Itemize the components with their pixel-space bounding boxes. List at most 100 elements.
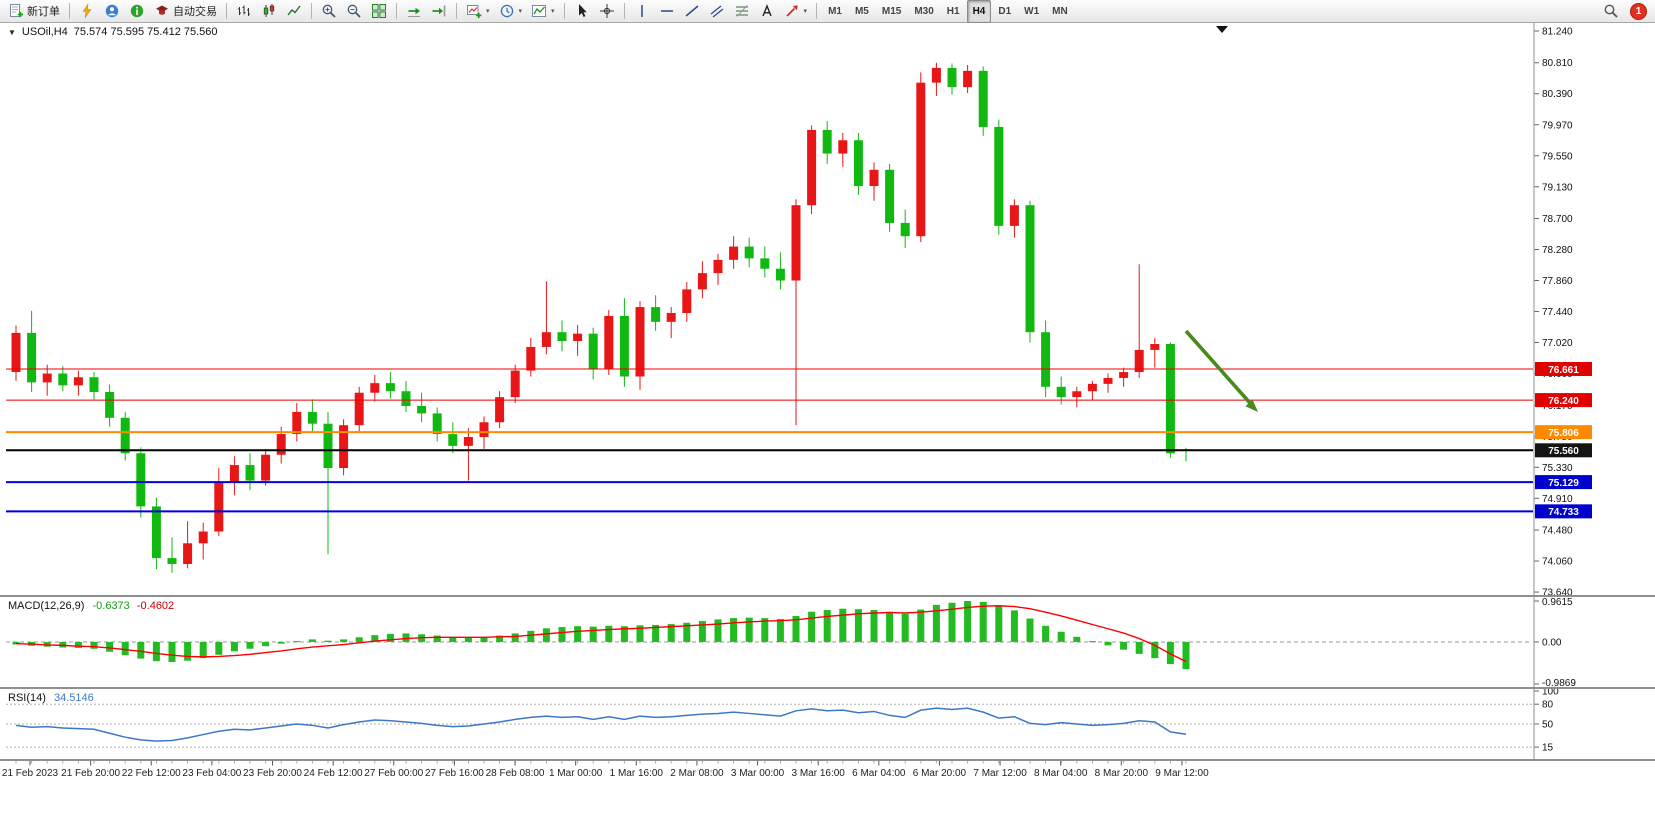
svg-text:75.330: 75.330 [1542,463,1573,474]
time-axis[interactable]: 21 Feb 2023 21 Feb 20:00 22 Feb 12:00 23 Fe… [2,761,1209,779]
time-axis-label: 9 Mar 12:00 [1155,768,1209,779]
quick-trade-button[interactable] [75,0,99,23]
svg-text:77.440: 77.440 [1542,307,1573,318]
new-order-button-label: 新订单 [27,6,60,18]
dropdown-caret-icon: ▾ [486,7,490,15]
trend-arrow-annotation[interactable] [1184,329,1258,412]
timeframe-button-D1[interactable]: D1 [998,5,1012,17]
zoom-in-button[interactable] [317,0,341,23]
svg-text:73.640: 73.640 [1542,588,1573,599]
toolbar-separator [623,3,625,19]
cursor-icon [574,3,590,19]
timeframe-button-M30[interactable]: M30 [914,5,934,17]
vertical-line-button[interactable] [630,0,654,23]
notification-badge[interactable]: 1 [1630,2,1647,20]
time-axis-label: 27 Feb 16:00 [425,768,484,779]
bar-chart-button[interactable] [232,0,256,23]
svg-text:79.970: 79.970 [1542,120,1573,131]
toolbar-separator [563,3,565,19]
time-axis-label: 1 Mar 00:00 [549,768,603,779]
equidistant-channel-button[interactable] [705,0,729,23]
chart-canvas[interactable]: 81.240 80.810 80.390 79.970 79.550 79.130 78.7… [0,23,1655,826]
new-order-icon [8,3,24,19]
svg-text:76.240: 76.240 [1548,396,1579,407]
bars-icon [236,3,252,19]
svg-text:79.550: 79.550 [1542,151,1573,162]
svg-text:79.130: 79.130 [1542,182,1573,193]
timeframe-button-W1[interactable]: W1 [1024,5,1040,17]
text-icon [759,3,775,19]
line-chart-button[interactable] [282,0,306,23]
time-axis-label: 27 Feb 00:00 [364,768,423,779]
new-order-button[interactable]: 新订单 [4,0,64,23]
news-button[interactable] [125,0,149,23]
timeframe-button-H1[interactable]: H1 [946,5,960,17]
candlestick-chart-button[interactable] [257,0,281,23]
channel-icon [709,3,725,19]
svg-text:75.806: 75.806 [1548,428,1579,439]
toolbar-separator [816,3,818,19]
svg-text:15: 15 [1542,743,1554,754]
svg-text:100: 100 [1542,687,1559,698]
svg-text:77.860: 77.860 [1542,276,1573,287]
crosshair-button[interactable] [595,0,619,23]
svg-text:-0.9869: -0.9869 [1542,678,1576,689]
svg-text:80.810: 80.810 [1542,58,1573,69]
fibonacci-button[interactable] [730,0,754,23]
current-bar-marker[interactable] [1216,26,1228,33]
search-button[interactable] [1599,0,1623,23]
time-axis-label: 8 Mar 20:00 [1095,768,1149,779]
arrows-button[interactable]: ▾ [780,0,812,23]
price-badge-76.661 [1535,362,1592,377]
auto-scroll-button[interactable] [402,0,426,23]
timeframe-button-MN[interactable]: MN [1052,5,1068,17]
autotrading-button[interactable]: 自动交易 [150,0,221,23]
svg-text:0.9615: 0.9615 [1542,597,1573,608]
chart-plot-area[interactable] [0,23,1534,760]
timeframe-button-H4[interactable]: H4 [966,0,992,23]
time-axis-label: 23 Feb 04:00 [182,768,241,779]
toolbar: 新订单 自动交易 ▾ ▾ ▾ ▾ M1 M5 M15 M30 H1 H4 D1 W1 MN 1 [0,0,1655,23]
price-axis[interactable] [1534,23,1655,760]
toolbar-buttons-group: 新订单 自动交易 ▾ ▾ ▾ ▾ M1 M5 M15 M30 H1 H4 D1 W1 MN [4,0,1074,23]
svg-text:75.129: 75.129 [1548,478,1579,489]
macd-panel: 0.9615 0.00 -0.9869 [6,597,1576,689]
time-axis-label: 22 Feb 12:00 [122,768,181,779]
rsi-line [15,707,1187,742]
one-click-expander-icon[interactable]: ▼ [8,27,16,37]
text-label-button[interactable] [755,0,779,23]
time-axis-label: 6 Mar 20:00 [913,768,967,779]
zoom-in-icon [321,3,337,19]
time-axis-label: 24 Feb 12:00 [304,768,363,779]
timeframe-button-M15[interactable]: M15 [881,5,902,17]
tile-windows-button[interactable] [367,0,391,23]
zoom-out-button[interactable] [342,0,366,23]
toolbar-separator [311,3,312,19]
trendline-button[interactable] [680,0,704,23]
lightning-icon [79,3,95,19]
fibo-icon [734,3,750,19]
chart-shift-button[interactable] [427,0,451,23]
time-axis-label: 21 Feb 20:00 [61,768,120,779]
price-badge-75.806 [1535,425,1592,440]
trend-icon [684,3,700,19]
svg-text:78.700: 78.700 [1542,214,1573,225]
new-chart-button[interactable]: ▾ [462,0,494,23]
svg-text:80: 80 [1542,700,1554,711]
crosshair-icon [599,3,615,19]
cursor-button[interactable] [570,0,594,23]
profiles-button[interactable]: ▾ [495,0,527,23]
community-button[interactable] [100,0,124,23]
time-axis-label: 3 Mar 00:00 [731,768,785,779]
macd-histogram [12,601,1190,670]
horizontal-line-button[interactable] [655,0,679,23]
svg-text:75.560: 75.560 [1548,446,1579,457]
timeframe-button-M1[interactable]: M1 [828,5,842,17]
templates-button[interactable]: ▾ [527,0,559,23]
time-axis-label: 7 Mar 12:00 [973,768,1027,779]
timeframe-button-M5[interactable]: M5 [854,5,869,17]
horizontal-levels: 76.661 76.240 75.806 75.560 75.129 74.733 [6,362,1592,519]
svg-text:50: 50 [1542,720,1554,731]
macd-signal-line [15,605,1187,663]
svg-text:74.480: 74.480 [1542,526,1573,537]
